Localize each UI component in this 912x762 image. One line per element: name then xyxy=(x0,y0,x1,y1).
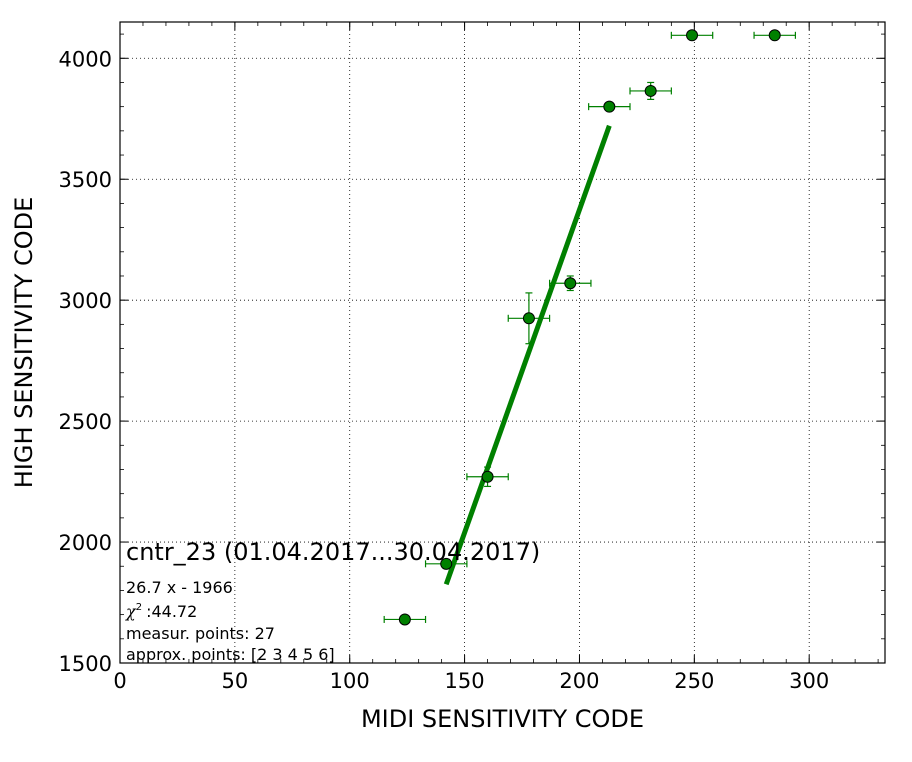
data-point xyxy=(686,29,699,42)
data-point xyxy=(603,100,616,113)
y-tick-label: 2000 xyxy=(59,531,112,555)
annotation-approx-points: approx. points: [2 3 4 5 6] xyxy=(126,645,335,664)
y-tick-label: 2500 xyxy=(59,410,112,434)
y-axis-title: HIGH SENSITIVITY CODE xyxy=(10,197,38,489)
data-point xyxy=(644,84,657,97)
x-tick-label: 300 xyxy=(789,669,829,693)
x-tick-label: 200 xyxy=(559,669,599,693)
x-tick-labels: 0 50 100 150 200 250 300 xyxy=(113,669,829,693)
annotations: cntr_23 (01.04.2017...30.04.2017) 26.7 x… xyxy=(125,538,540,664)
annotation-measur-points: measur. points: 27 xyxy=(126,624,275,643)
chi2-power: 2 xyxy=(136,602,142,613)
chi2-symbol: χ xyxy=(125,602,137,621)
annotation-chi2: χ2 :44.72 xyxy=(125,602,197,621)
data-points xyxy=(398,29,781,626)
annotation-title: cntr_23 (01.04.2017...30.04.2017) xyxy=(126,538,540,566)
x-tick-label: 250 xyxy=(674,669,714,693)
x-tick-label: 0 xyxy=(113,669,126,693)
x-tick-label: 50 xyxy=(221,669,248,693)
x-tick-label: 150 xyxy=(445,669,485,693)
y-tick-labels: 1500 2000 2500 3000 3500 4000 xyxy=(59,47,112,676)
data-point xyxy=(564,277,577,290)
data-point xyxy=(440,557,453,570)
data-point xyxy=(398,613,411,626)
grid xyxy=(120,22,885,663)
data-point xyxy=(481,470,494,483)
plot-content xyxy=(383,29,797,626)
annotation-equation: 26.7 x - 1966 xyxy=(126,578,233,597)
axes-frame xyxy=(119,21,886,664)
fit-line xyxy=(443,124,612,586)
y-tick-label: 4000 xyxy=(59,47,112,71)
y-tick-label: 3000 xyxy=(59,289,112,313)
data-point xyxy=(768,29,781,42)
y-tick-label: 3500 xyxy=(59,168,112,192)
data-point xyxy=(522,312,535,325)
y-tick-label: 1500 xyxy=(59,652,112,676)
x-tick-label: 100 xyxy=(330,669,370,693)
chi2-value: :44.72 xyxy=(146,602,197,621)
x-axis-title: MIDI SENSITIVITY CODE xyxy=(361,705,644,733)
